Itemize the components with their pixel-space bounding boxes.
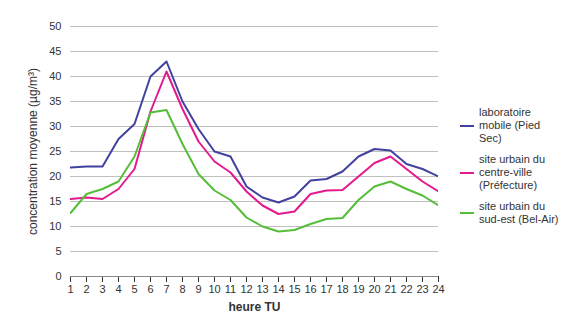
svg-text:heure TU: heure TU: [228, 300, 280, 314]
html-text:laboratoire mobile (Pied Sec): laboratoire mobile (Pied Sec): [479, 106, 541, 144]
svg-text:21: 21: [384, 283, 396, 295]
svg-text:11: 11: [225, 283, 236, 295]
svg-text:12: 12: [240, 283, 252, 295]
svg-text:20: 20: [49, 170, 61, 182]
svg-text:18: 18: [336, 283, 348, 295]
svg-text:0: 0: [55, 270, 61, 282]
svg-text:15: 15: [49, 195, 61, 207]
svg-text:6: 6: [147, 283, 153, 295]
svg-text:40: 40: [49, 70, 61, 82]
svg-text:concentration moyenne (µg/m³): concentration moyenne (µg/m³): [26, 68, 40, 235]
svg-text:1: 1: [67, 283, 73, 295]
svg-text:45: 45: [49, 45, 61, 57]
svg-text:50: 50: [49, 20, 61, 32]
svg-text:30: 30: [49, 120, 61, 132]
svg-text:7: 7: [163, 283, 169, 295]
svg-text:13: 13: [256, 283, 268, 295]
svg-text:25: 25: [49, 145, 61, 157]
svg-text:19: 19: [352, 283, 364, 295]
svg-text:5: 5: [55, 245, 61, 257]
svg-text:3: 3: [99, 283, 105, 295]
svg-text:15: 15: [288, 283, 300, 295]
svg-text:23: 23: [416, 283, 428, 295]
html-text:site urbain du centre-ville (P: site urbain du centre-ville (Préfecture): [479, 153, 545, 191]
svg-text:4: 4: [115, 283, 121, 295]
svg-text:16: 16: [304, 283, 316, 295]
svg-text:10: 10: [49, 220, 61, 232]
svg-text:9: 9: [195, 283, 201, 295]
svg-text:35: 35: [49, 95, 61, 107]
svg-text:2: 2: [83, 283, 89, 295]
svg-text:20: 20: [368, 283, 380, 295]
html-text:site urbain du sud-est (Bel-Ai: site urbain du sud-est (Bel-Air): [479, 200, 559, 225]
svg-text:22: 22: [400, 283, 412, 295]
svg-text:24: 24: [432, 283, 444, 295]
svg-text:17: 17: [320, 283, 332, 295]
svg-text:14: 14: [272, 283, 284, 295]
svg-text:10: 10: [208, 283, 220, 295]
svg-text:5: 5: [131, 283, 137, 295]
svg-text:8: 8: [179, 283, 185, 295]
